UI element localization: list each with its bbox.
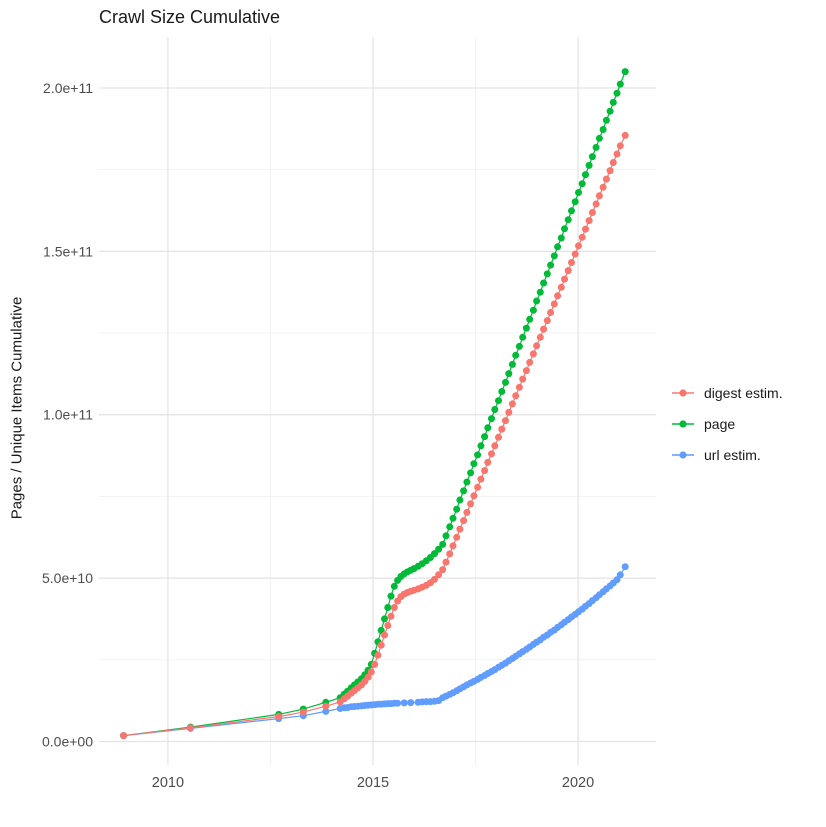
grid-major [99,37,656,765]
series-line-digest-estim- [123,135,626,737]
legend-entry-page: page [671,408,783,439]
chart-title: Crawl Size Cumulative [99,7,281,27]
y-tick-label: 1.5e+11 [43,243,93,259]
y-tick-label: 0.0e+00 [42,733,93,749]
y-axis-tick-labels: 0.0e+00 5.0e+10 1.0e+11 1.5e+11 2.0e+11 [42,80,93,750]
x-tick-label: 2015 [357,775,389,791]
x-axis-tick-labels: 2010 2015 2020 [152,775,594,791]
series-points-digest-estim- [120,131,629,740]
legend-label: page [704,415,736,432]
x-tick-label: 2010 [152,775,184,791]
legend-label: digest estim. [704,384,783,401]
x-tick-label: 2020 [562,775,594,791]
legend-key-icon [672,450,694,459]
legend-key-icon [672,419,694,428]
legend: digest estim. page url estim. [671,377,783,470]
legend-key-icon [672,388,694,397]
legend-label: url estim. [704,446,761,463]
y-tick-label: 2.0e+11 [43,80,93,96]
series-points-page [120,68,629,740]
y-tick-label: 1.0e+11 [43,407,93,423]
legend-entry-digest-estim-: digest estim. [671,377,783,408]
legend-entry-url-estim-: url estim. [671,439,783,470]
y-tick-label: 5.0e+10 [42,570,93,586]
grid-minor [99,37,656,765]
